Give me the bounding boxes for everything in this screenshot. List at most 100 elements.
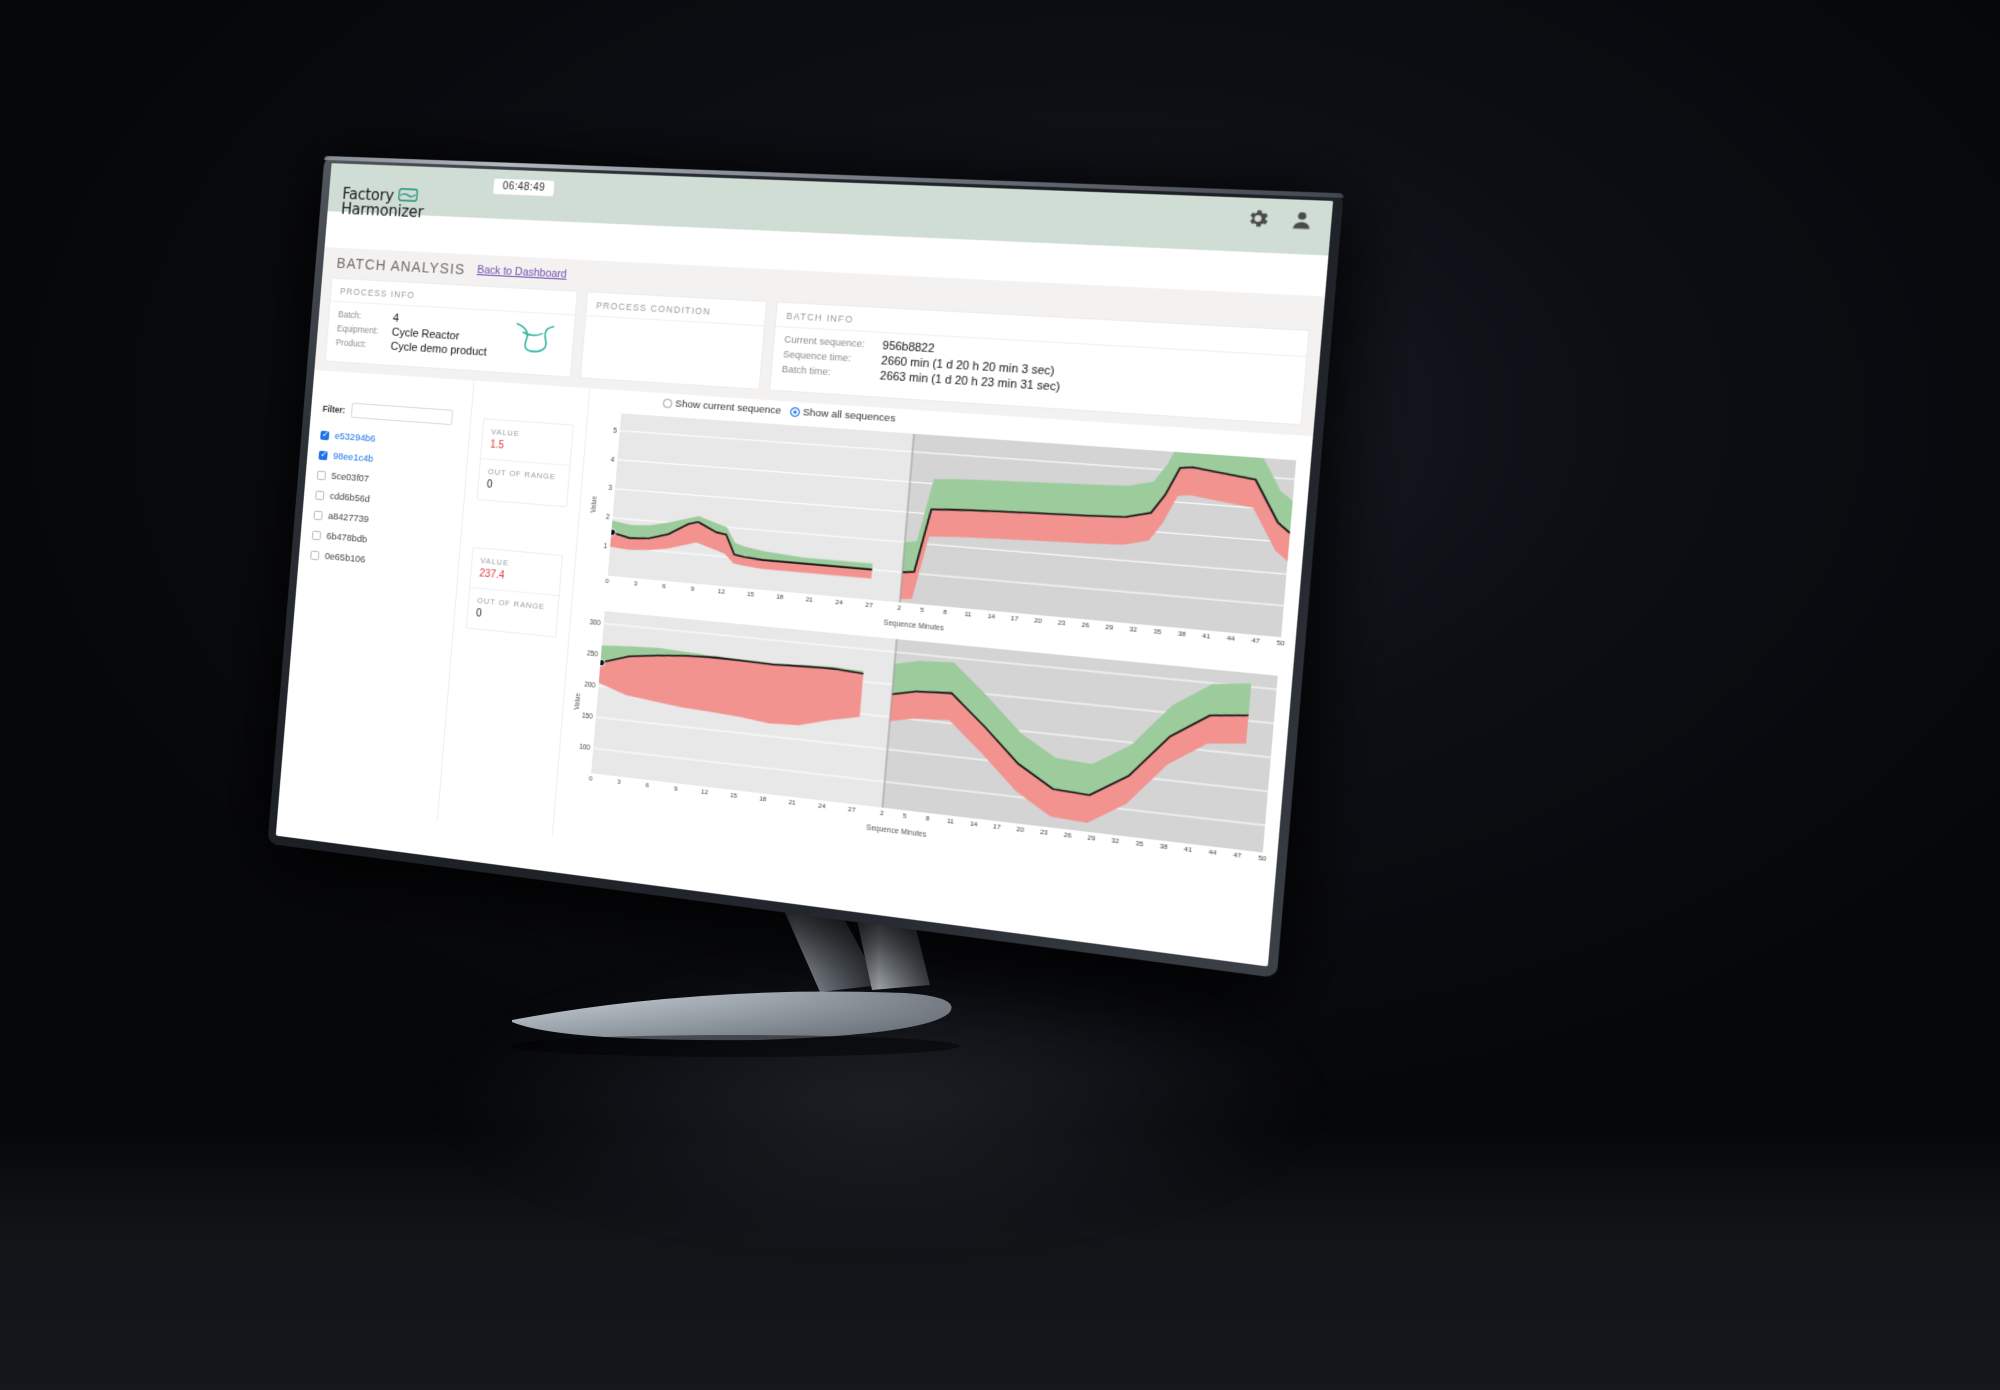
process-sparkline-icon: [510, 319, 558, 364]
chart-top-plot[interactable]: 1 2 3 4 5 0 3 6 9 12 15 18 21 24 27 2 5 8 11 14 17 20 23 26 29 32…: [603, 413, 1296, 648]
chart-top[interactable]: Value 1 2 3 4 5 0 3 6 9 12 15 18 21 24 27 2 5 8 11 14 17 20 23…: [579, 412, 1296, 663]
process-info-key-product: Product:: [335, 337, 367, 350]
filter-input[interactable]: [350, 402, 453, 426]
x-axis-tick: 35: [1153, 628, 1162, 637]
checkbox-icon[interactable]: [310, 550, 320, 561]
x-axis-tick: 35: [1135, 840, 1144, 849]
x-axis-tick: 44: [1226, 635, 1236, 644]
process-info-card: PROCESS INFO Batch: 4 Equipment: Cycle R…: [324, 277, 578, 378]
x-axis-tick: 26: [1063, 832, 1072, 840]
checkbox-icon[interactable]: [313, 510, 323, 521]
sequence-id: 6b478bdb: [325, 530, 368, 546]
chart-top-xlabel: Sequence Minutes: [883, 619, 944, 633]
radio-current-icon[interactable]: [662, 398, 673, 409]
chart-bottom[interactable]: Value 100 150 200 250 300 0 3 6 9 12 15 18 21 24 27 2 5 8…: [563, 608, 1278, 877]
process-info-key-batch: Batch:: [337, 309, 362, 321]
person-icon[interactable]: [1289, 208, 1315, 232]
x-axis-tick: 8: [942, 609, 948, 617]
x-axis-tick: 0: [605, 578, 610, 586]
checkbox-icon[interactable]: [320, 430, 330, 441]
x-axis-tick: 41: [1201, 633, 1211, 641]
sequence-id: 98ee1c4b: [332, 450, 374, 465]
x-axis-tick: 50: [1257, 855, 1267, 864]
process-info-key-equipment: Equipment:: [336, 323, 379, 336]
x-axis-tick: 2: [879, 810, 885, 818]
list-item[interactable]: 98ee1c4b: [318, 450, 466, 473]
list-item[interactable]: a8427739: [313, 510, 461, 534]
x-axis-tick: 6: [661, 583, 666, 591]
checkbox-icon[interactable]: [316, 470, 327, 481]
x-axis-tick: 27: [847, 806, 856, 815]
y-axis-tick: 4: [610, 455, 615, 464]
y-axis-tick: 250: [586, 649, 599, 659]
x-axis-tick: 18: [758, 796, 767, 804]
list-item[interactable]: 6b478bdb: [311, 530, 460, 554]
y-axis-tick: 300: [589, 618, 601, 627]
batch-info-key-batch-time: Batch time:: [781, 363, 832, 378]
x-axis-tick: 2: [897, 605, 902, 613]
y-axis-tick: 1: [603, 542, 608, 551]
y-axis-tick: 150: [581, 711, 594, 721]
x-axis-tick: 8: [925, 816, 930, 823]
page-title: BATCH ANALYSIS: [336, 254, 466, 278]
x-axis-tick: 9: [690, 586, 695, 594]
x-axis-tick: 3: [633, 581, 638, 588]
x-axis-tick: 20: [1016, 826, 1025, 835]
x-axis-tick: 38: [1159, 843, 1168, 852]
list-item[interactable]: 0e65b106: [310, 550, 458, 575]
ambient-glow: [430, 960, 1330, 1240]
checkbox-icon[interactable]: [311, 530, 322, 541]
x-axis-tick: 27: [865, 602, 873, 610]
list-item[interactable]: cdd6b56d: [315, 490, 463, 513]
x-axis-tick: 5: [919, 607, 925, 615]
analysis-body: Show current sequence Show all sequences…: [278, 369, 1314, 927]
list-item[interactable]: 5ce03f07: [316, 470, 465, 493]
monitor: 06:48:49 Factory Harmonizer: [267, 155, 1344, 979]
back-to-dashboard-link[interactable]: Back to Dashboard: [476, 263, 568, 281]
x-axis-tick: 11: [964, 611, 972, 619]
chart-bottom-ylabel: Value: [573, 692, 582, 711]
x-axis-tick: 12: [717, 588, 726, 596]
x-axis-tick: 0: [588, 776, 593, 783]
clock-display: 06:48:49: [493, 178, 555, 197]
x-axis-tick: 47: [1251, 637, 1260, 646]
y-axis-tick: 5: [612, 426, 618, 435]
process-condition-card: PROCESS CONDITION: [579, 291, 768, 390]
x-axis-tick: 29: [1087, 835, 1096, 843]
x-axis-tick: 20: [1033, 618, 1043, 626]
x-axis-tick: 11: [946, 818, 955, 826]
chart-bottom-xlabel: Sequence Minutes: [865, 824, 927, 840]
sequence-id: cdd6b56d: [329, 490, 371, 506]
x-axis-tick: 3: [616, 779, 621, 787]
radio-all-icon[interactable]: [789, 406, 800, 418]
chart-bottom-plot[interactable]: 100 150 200 250 300 0 3 6 9 12 15 18 21 24 27 2 5 8 11 14 17…: [579, 611, 1278, 863]
floor-gradient: [0, 1130, 2000, 1390]
list-item[interactable]: e53294b6: [320, 430, 468, 452]
x-axis-tick: 14: [969, 821, 978, 829]
x-axis-tick: 47: [1232, 852, 1242, 861]
x-axis-tick: 6: [645, 782, 650, 790]
checkbox-icon[interactable]: [315, 490, 325, 501]
y-axis-tick: 100: [578, 743, 591, 752]
x-axis-tick: 26: [1081, 622, 1090, 630]
checkbox-icon[interactable]: [318, 450, 328, 461]
sequence-id: e53294b6: [334, 430, 376, 445]
charts-column: Value 1 2 3 4 5 0 3 6 9 12 15 18 21 24 27 2 5 8 11 14 17 20 23…: [553, 388, 1313, 927]
y-axis-tick: 200: [583, 680, 596, 690]
brand-line-2: Harmonizer: [340, 200, 425, 222]
value-card-bottom: VALUE 237.4 OUT OF RANGE 0: [465, 546, 564, 638]
x-axis-tick: 32: [1111, 838, 1120, 846]
y-axis-tick: 3: [607, 484, 613, 493]
x-axis-tick: 18: [775, 594, 784, 602]
gear-icon[interactable]: [1245, 207, 1271, 231]
sequence-checkbox-list: e53294b6 98ee1c4b 5ce03f07 cdd6b56d: [310, 430, 468, 575]
x-axis-tick: 41: [1183, 846, 1193, 855]
x-axis-tick: 23: [1057, 620, 1066, 628]
x-axis-tick: 17: [992, 824, 1001, 832]
x-axis-tick: 9: [673, 786, 678, 793]
x-axis-tick: 12: [700, 789, 709, 797]
brand-logo[interactable]: Factory Harmonizer: [340, 184, 425, 222]
x-axis-tick: 14: [987, 613, 996, 621]
x-axis-tick: 24: [817, 803, 826, 811]
x-axis-tick: 21: [788, 799, 797, 808]
